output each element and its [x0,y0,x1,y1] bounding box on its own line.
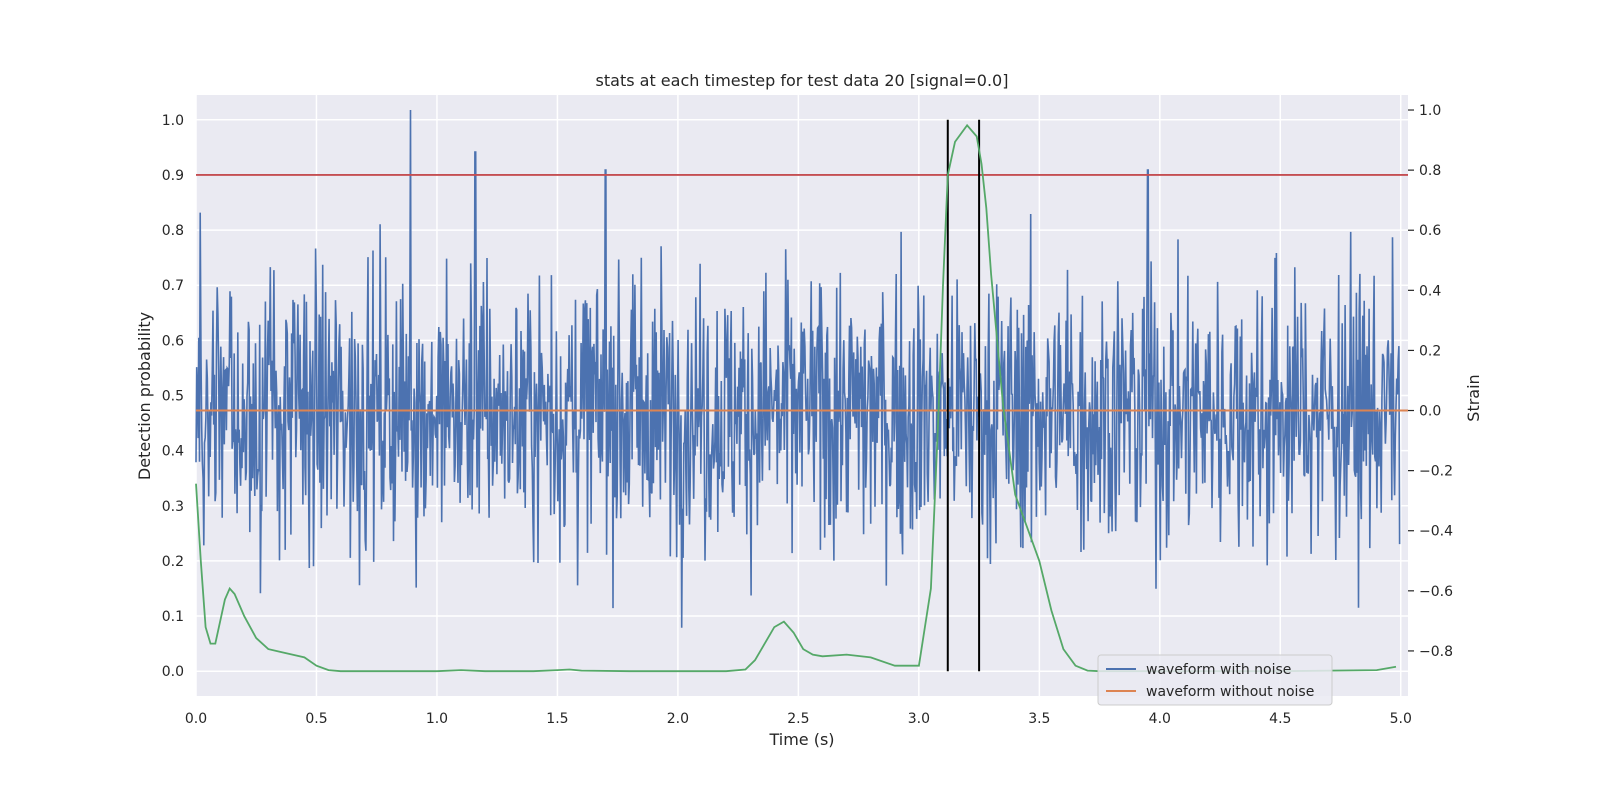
x-tick-label: 5.0 [1390,711,1412,727]
right-y-tick-label: −0.6 [1419,584,1453,600]
x-tick-label: 3.0 [908,711,930,727]
x-tick-label: 4.0 [1149,711,1171,727]
y-tick-label: 0.8 [162,223,184,239]
right-y-tick-label: 0.6 [1419,223,1441,239]
y-axis-title: Detection probability [135,312,154,480]
legend-label-clean: waveform without noise [1146,684,1314,700]
right-y-tick-label: 0.2 [1419,343,1441,359]
x-tick-label: 0.0 [185,711,207,727]
right-y-tick-label: 0.0 [1419,404,1441,420]
x-tick-label: 1.0 [426,711,448,727]
grid-lines [195,95,1408,696]
y-tick-label: 0.0 [162,664,184,680]
y-tick-label: 0.7 [162,278,184,294]
y-tick-label: 0.6 [162,333,184,349]
right-y-axis-title: Strain [1464,374,1483,421]
right-y-axis-ticks: −0.8 −0.6 −0.4 −0.2 0.0 0.2 0.4 0.6 0.8 1.0 [1408,103,1453,660]
vertical-markers [946,119,981,672]
right-y-tick-label: −0.2 [1419,464,1453,480]
y-tick-label: 0.2 [162,554,184,570]
legend-box [1097,654,1333,706]
x-tick-label: 2.0 [667,711,689,727]
series-detection-probability [195,123,1397,673]
y-tick-label: 0.4 [162,444,184,460]
y-tick-label: 0.9 [162,168,184,184]
y-tick-label: 0.3 [162,499,184,515]
legend-label-noise: waveform with noise [1146,662,1291,678]
right-y-tick-label: 0.8 [1419,163,1441,179]
x-tick-label: 2.5 [787,711,809,727]
right-y-tick-label: 1.0 [1419,103,1441,119]
y-tick-label: 0.1 [162,609,184,625]
y-axis-ticks: 0.0 0.1 0.2 0.3 0.4 0.5 0.6 0.7 0.8 0.9 1.0 [162,113,184,680]
right-y-tick-label: −0.4 [1419,524,1453,540]
right-y-tick-label: −0.8 [1419,644,1453,660]
y-tick-label: 0.5 [162,389,184,405]
plot-series [195,109,1408,673]
x-axis-title: Time (s) [768,730,834,749]
chart-title: stats at each timestep for test data 20 … [596,71,1009,90]
right-y-tick-label: 0.4 [1419,283,1441,299]
x-tick-label: 3.5 [1028,711,1050,727]
series-waveform-with-noise [195,109,1401,628]
x-tick-label: 1.5 [546,711,568,727]
x-tick-label: 0.5 [305,711,327,727]
legend: waveform with noise waveform without noi… [1097,654,1333,706]
x-tick-label: 4.5 [1269,711,1291,727]
y-tick-label: 1.0 [162,113,184,129]
x-axis-ticks: 0.0 0.5 1.0 1.5 2.0 2.5 3.0 3.5 4.0 4.5 5.0 [185,711,1412,727]
